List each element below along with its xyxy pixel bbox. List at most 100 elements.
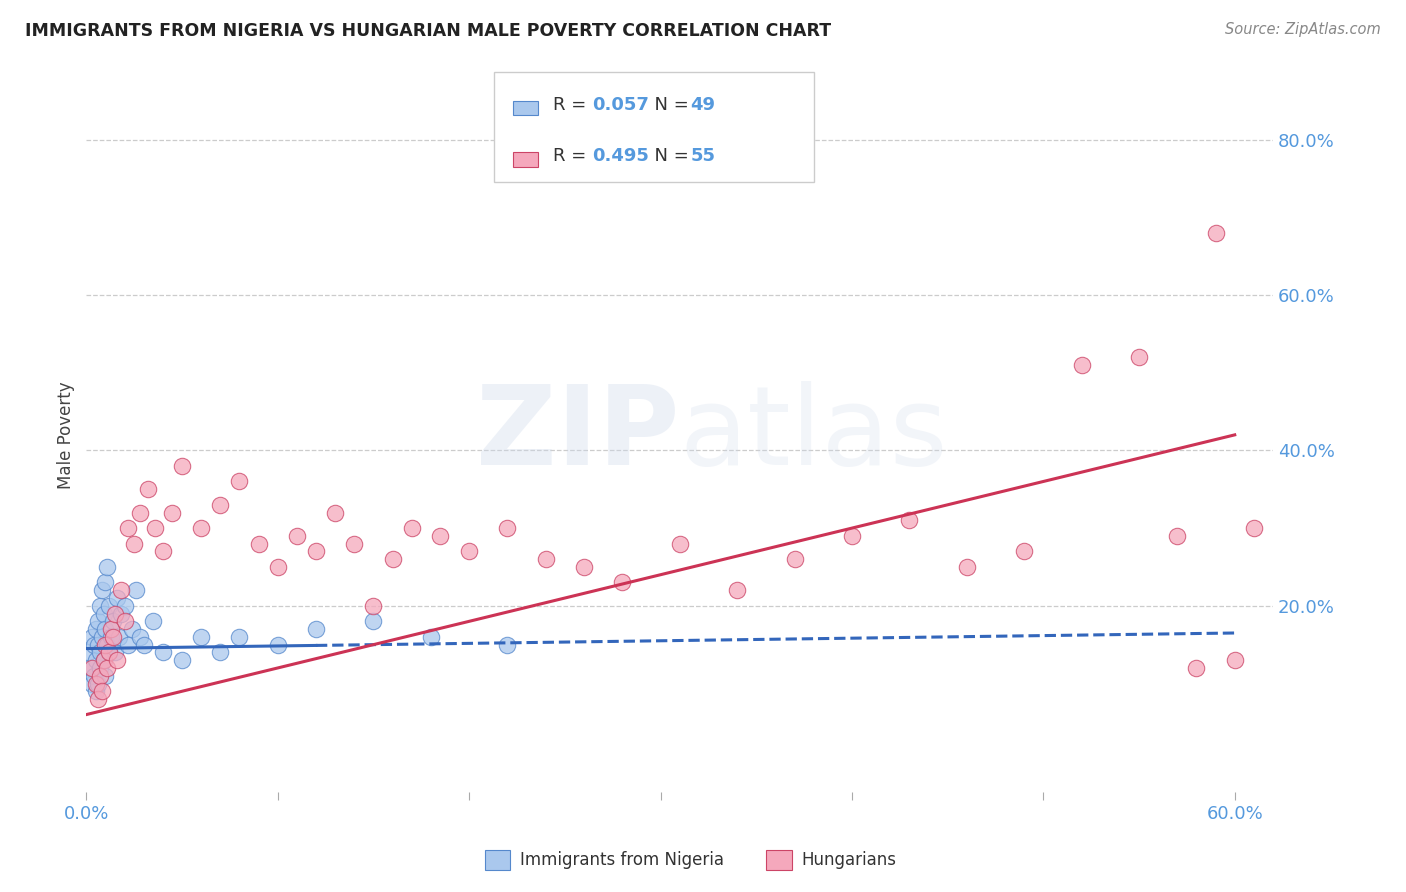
- Point: [534, 552, 557, 566]
- Text: Hungarians: Hungarians: [801, 851, 897, 869]
- Text: N =: N =: [643, 147, 695, 165]
- Point: [117, 521, 139, 535]
- Point: [170, 653, 193, 667]
- Point: [1205, 226, 1227, 240]
- Point: [429, 529, 451, 543]
- Text: Source: ZipAtlas.com: Source: ZipAtlas.com: [1225, 22, 1381, 37]
- Point: [401, 521, 423, 535]
- Point: [121, 622, 143, 636]
- Point: [143, 521, 166, 535]
- Y-axis label: Male Poverty: Male Poverty: [58, 381, 75, 489]
- Point: [79, 661, 101, 675]
- Point: [94, 622, 117, 636]
- Point: [77, 645, 100, 659]
- Point: [1070, 358, 1092, 372]
- Point: [363, 599, 385, 613]
- Point: [87, 615, 110, 629]
- Point: [142, 615, 165, 629]
- Point: [152, 645, 174, 659]
- Point: [267, 560, 290, 574]
- Point: [105, 653, 128, 667]
- Text: 0.495: 0.495: [592, 147, 648, 165]
- Point: [98, 599, 121, 613]
- Point: [84, 653, 107, 667]
- Point: [190, 521, 212, 535]
- Point: [110, 607, 132, 621]
- Point: [90, 583, 112, 598]
- Text: R =: R =: [553, 95, 592, 113]
- Point: [898, 513, 921, 527]
- Point: [209, 498, 232, 512]
- Point: [152, 544, 174, 558]
- Point: [80, 676, 103, 690]
- Point: [90, 630, 112, 644]
- Point: [89, 661, 111, 675]
- Point: [90, 684, 112, 698]
- Point: [209, 645, 232, 659]
- Point: [132, 638, 155, 652]
- Point: [104, 645, 127, 659]
- Point: [247, 536, 270, 550]
- Point: [98, 645, 121, 659]
- Point: [100, 622, 122, 636]
- Point: [84, 684, 107, 698]
- Point: [83, 638, 105, 652]
- Point: [101, 615, 124, 629]
- Point: [228, 475, 250, 489]
- Point: [496, 521, 519, 535]
- Point: [125, 583, 148, 598]
- Point: [267, 638, 290, 652]
- Point: [128, 630, 150, 644]
- Point: [94, 575, 117, 590]
- Point: [96, 560, 118, 574]
- Text: 55: 55: [690, 147, 716, 165]
- Point: [496, 638, 519, 652]
- Point: [98, 645, 121, 659]
- Point: [108, 630, 131, 644]
- Point: [170, 458, 193, 473]
- Point: [114, 599, 136, 613]
- Point: [96, 661, 118, 675]
- Point: [94, 669, 117, 683]
- Point: [305, 622, 328, 636]
- Point: [1243, 521, 1265, 535]
- Point: [323, 506, 346, 520]
- Point: [87, 676, 110, 690]
- Text: 0.057: 0.057: [592, 95, 648, 113]
- Point: [1012, 544, 1035, 558]
- Point: [956, 560, 979, 574]
- Point: [1223, 653, 1246, 667]
- Text: IMMIGRANTS FROM NIGERIA VS HUNGARIAN MALE POVERTY CORRELATION CHART: IMMIGRANTS FROM NIGERIA VS HUNGARIAN MAL…: [25, 22, 831, 40]
- Point: [94, 638, 117, 652]
- Point: [93, 653, 115, 667]
- Point: [572, 560, 595, 574]
- Point: [136, 482, 159, 496]
- Point: [87, 638, 110, 652]
- Point: [84, 622, 107, 636]
- Point: [841, 529, 863, 543]
- Point: [162, 506, 184, 520]
- Point: [343, 536, 366, 550]
- Point: [1185, 661, 1208, 675]
- Point: [96, 638, 118, 652]
- Point: [668, 536, 690, 550]
- Point: [1128, 350, 1150, 364]
- Point: [114, 615, 136, 629]
- Text: Immigrants from Nigeria: Immigrants from Nigeria: [520, 851, 724, 869]
- Point: [110, 583, 132, 598]
- Text: N =: N =: [643, 95, 695, 113]
- Point: [612, 575, 634, 590]
- Point: [305, 544, 328, 558]
- Point: [458, 544, 481, 558]
- Text: 49: 49: [690, 95, 716, 113]
- Point: [1166, 529, 1188, 543]
- Point: [783, 552, 806, 566]
- Point: [190, 630, 212, 644]
- Point: [84, 676, 107, 690]
- Point: [80, 630, 103, 644]
- Point: [93, 653, 115, 667]
- Point: [83, 669, 105, 683]
- Point: [80, 661, 103, 675]
- Point: [419, 630, 441, 644]
- Point: [89, 599, 111, 613]
